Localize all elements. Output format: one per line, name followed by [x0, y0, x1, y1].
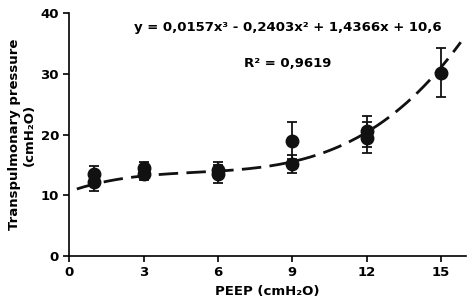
- Y-axis label: Transpulmonary pressure
(cmH₂O): Transpulmonary pressure (cmH₂O): [9, 39, 36, 230]
- Text: R² = 0,9619: R² = 0,9619: [244, 57, 331, 70]
- X-axis label: PEEP (cmH₂O): PEEP (cmH₂O): [215, 285, 320, 298]
- Text: y = 0,0157x³ - 0,2403x² + 1,4366x + 10,6: y = 0,0157x³ - 0,2403x² + 1,4366x + 10,6: [134, 21, 441, 34]
